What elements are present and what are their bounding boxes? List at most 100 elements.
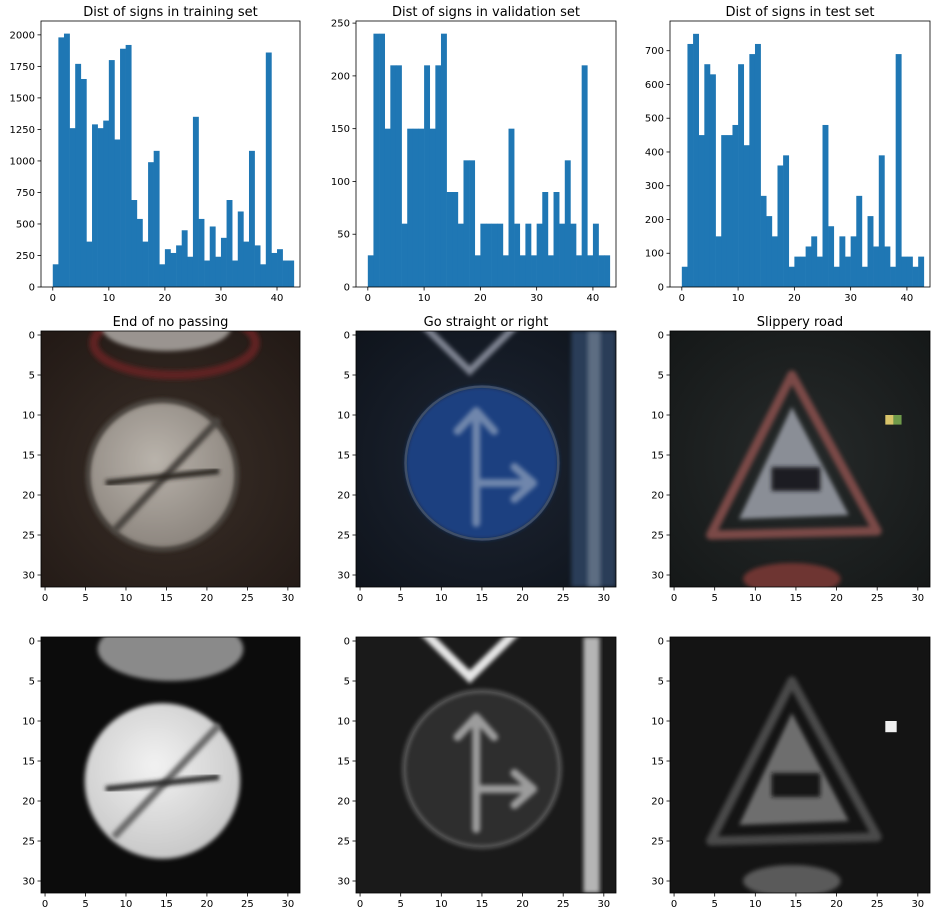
bar (159, 264, 166, 287)
bar (97, 128, 104, 287)
y-tick-label: 1500 (10, 93, 35, 104)
axes-frame (355, 330, 617, 588)
y-tick-label: 5 (29, 371, 35, 382)
bar (220, 237, 227, 287)
x-tick-label: 20 (788, 293, 801, 304)
arrow-straight-right (453, 407, 538, 527)
bar (192, 116, 199, 287)
bar (457, 223, 464, 287)
bar (850, 236, 857, 287)
axes-frame (355, 20, 617, 288)
x-tick-label: 10 (120, 899, 133, 910)
x-tick-label: 30 (530, 293, 543, 304)
bright-speck (885, 721, 897, 733)
y-tick-label: 500 (645, 114, 664, 125)
bar (136, 218, 143, 287)
y-tick-label: 20 (22, 491, 35, 502)
bar (766, 216, 773, 287)
bar (58, 37, 65, 287)
top-sign-ring (89, 331, 260, 380)
bar (861, 266, 868, 287)
y-tick-label: 0 (344, 637, 350, 648)
bar (288, 260, 295, 287)
bar (895, 54, 902, 287)
x-tick-label: 0 (357, 593, 363, 604)
x-tick-label: 10 (749, 593, 762, 604)
y-tick-label: 20 (651, 491, 664, 502)
y-tick-label: 25 (651, 531, 664, 542)
bar (176, 245, 183, 287)
x-tick-label: 20 (830, 593, 843, 604)
y-tick-label: 15 (651, 757, 664, 768)
y-tick-label: 30 (337, 877, 350, 888)
bar (412, 128, 419, 287)
bar (232, 260, 239, 287)
pole (583, 637, 600, 893)
x-tick-label: 5 (712, 593, 718, 604)
image-content (670, 331, 930, 587)
image-panel-8: 0 5 10 15 20 25 30 0 5 10 15 20 25 30 (337, 636, 617, 910)
pole-highlight (587, 331, 601, 587)
x-tick-label: 25 (871, 593, 884, 604)
y-tick-label: 0 (344, 331, 350, 342)
bar (282, 260, 289, 287)
x-tick-label: 0 (679, 293, 685, 304)
bar (440, 33, 447, 287)
y-tick-label: 0 (29, 283, 35, 294)
y-tick-label: 750 (16, 188, 35, 199)
image-panel-6: 0 5 10 15 20 25 30 0 5 10 15 20 25 30 Slippery road (651, 315, 931, 604)
bar (148, 162, 154, 287)
x-tick-label: 0 (50, 293, 56, 304)
x-tick-label: 20 (201, 593, 214, 604)
bar (260, 264, 267, 287)
x-tick-label: 30 (281, 593, 294, 604)
bars (52, 33, 295, 288)
bar (103, 120, 110, 288)
bar (592, 223, 599, 287)
x-tick-label: 30 (911, 899, 924, 910)
bar (845, 256, 851, 287)
x-tick-label: 40 (271, 293, 284, 304)
bar (446, 192, 453, 287)
bar (777, 165, 784, 287)
y-tick-label: 600 (645, 80, 664, 91)
axes-frame (355, 636, 617, 894)
sign-disc-edge (85, 398, 239, 552)
axes-frame (40, 20, 301, 288)
sign-disc (403, 691, 560, 847)
y-tick-label: 25 (337, 531, 350, 542)
bar (743, 145, 750, 287)
bar (204, 260, 211, 287)
y-tick-label: 500 (16, 219, 35, 230)
y-tick-label: 5 (344, 371, 350, 382)
bar (469, 160, 476, 287)
bar (732, 124, 739, 287)
bar (75, 63, 82, 287)
axes-frame (40, 636, 301, 894)
arrow-straight-right (453, 713, 538, 833)
image-content (41, 331, 300, 587)
bar (760, 195, 767, 287)
bar (497, 223, 504, 287)
bar (570, 223, 577, 287)
bar (164, 249, 171, 287)
y-tick-label: 5 (658, 371, 664, 382)
y-tick-label: 5 (29, 677, 35, 688)
x-tick-label: 0 (671, 593, 677, 604)
x-tick-label: 20 (201, 899, 214, 910)
bar (153, 150, 160, 287)
bar (754, 43, 761, 287)
bar (198, 218, 205, 287)
lower-sign (743, 563, 841, 587)
chart-title: Dist of signs in test set (725, 5, 874, 20)
bar (209, 226, 216, 287)
bar (839, 236, 846, 287)
bar (547, 255, 554, 287)
bar (906, 256, 913, 287)
x-tick-label: 0 (357, 899, 363, 910)
bar (867, 216, 874, 287)
bar (822, 124, 829, 287)
x-tick-label: 5 (82, 899, 88, 910)
bar (418, 128, 425, 287)
